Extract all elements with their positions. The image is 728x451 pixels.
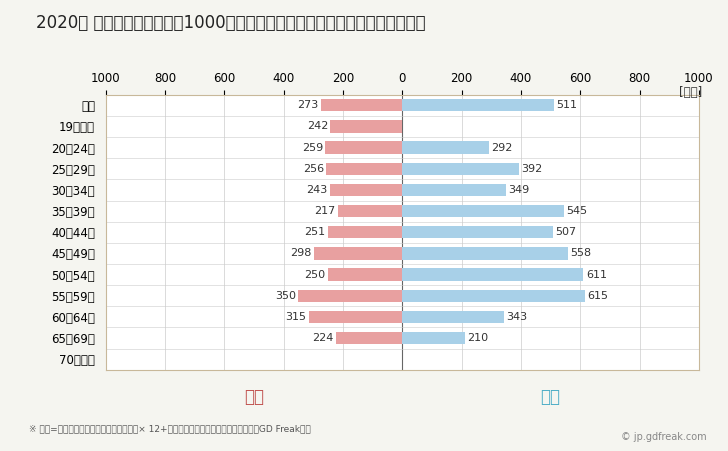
Text: 259: 259 (302, 143, 323, 152)
Bar (326, 163, 403, 175)
Bar (403, 311, 504, 323)
Text: 男性: 男性 (541, 388, 561, 406)
Bar (325, 142, 403, 154)
Bar (328, 268, 403, 281)
Bar (403, 226, 553, 239)
Text: 242: 242 (306, 121, 328, 131)
Bar (403, 205, 564, 217)
Bar (403, 332, 464, 344)
Text: 243: 243 (306, 185, 328, 195)
Text: 615: 615 (587, 291, 608, 301)
Text: 558: 558 (570, 249, 591, 258)
Text: 292: 292 (491, 143, 513, 152)
Text: 273: 273 (298, 100, 319, 110)
Text: 315: 315 (285, 312, 306, 322)
Text: 210: 210 (467, 333, 488, 343)
Text: 511: 511 (556, 100, 577, 110)
Text: 611: 611 (586, 270, 607, 280)
Text: 507: 507 (555, 227, 576, 237)
Text: 217: 217 (314, 206, 336, 216)
Bar (336, 332, 403, 344)
Text: 349: 349 (508, 185, 529, 195)
Bar (403, 247, 568, 260)
Text: 298: 298 (290, 249, 312, 258)
Bar (331, 120, 403, 133)
Text: © jp.gdfreak.com: © jp.gdfreak.com (620, 432, 706, 442)
Bar (328, 226, 403, 239)
Text: 350: 350 (275, 291, 296, 301)
Text: 251: 251 (304, 227, 325, 237)
Text: 2020年 民間企業（従業者数1000人以上）フルタイム労働者の男女別平均年収: 2020年 民間企業（従業者数1000人以上）フルタイム労働者の男女別平均年収 (36, 14, 426, 32)
Text: 392: 392 (521, 164, 542, 174)
Text: 250: 250 (304, 270, 325, 280)
Bar (403, 163, 518, 175)
Text: 224: 224 (312, 333, 333, 343)
Bar (403, 142, 488, 154)
Text: 545: 545 (566, 206, 587, 216)
Bar (314, 247, 403, 260)
Bar (321, 99, 403, 111)
Bar (403, 99, 554, 111)
Text: 343: 343 (507, 312, 528, 322)
Text: ※ 年収=「きまって支給する現金給与額」× 12+「年間賞与その他特別給与額」としてGD Freak推計: ※ 年収=「きまって支給する現金給与額」× 12+「年間賞与その他特別給与額」と… (29, 424, 311, 433)
Bar (403, 290, 585, 302)
Bar (403, 268, 583, 281)
Bar (338, 205, 403, 217)
Text: [万円]: [万円] (679, 86, 703, 99)
Bar (330, 184, 403, 196)
Text: 256: 256 (303, 164, 324, 174)
Text: 女性: 女性 (244, 388, 264, 406)
Bar (298, 290, 403, 302)
Bar (403, 184, 506, 196)
Bar (309, 311, 403, 323)
